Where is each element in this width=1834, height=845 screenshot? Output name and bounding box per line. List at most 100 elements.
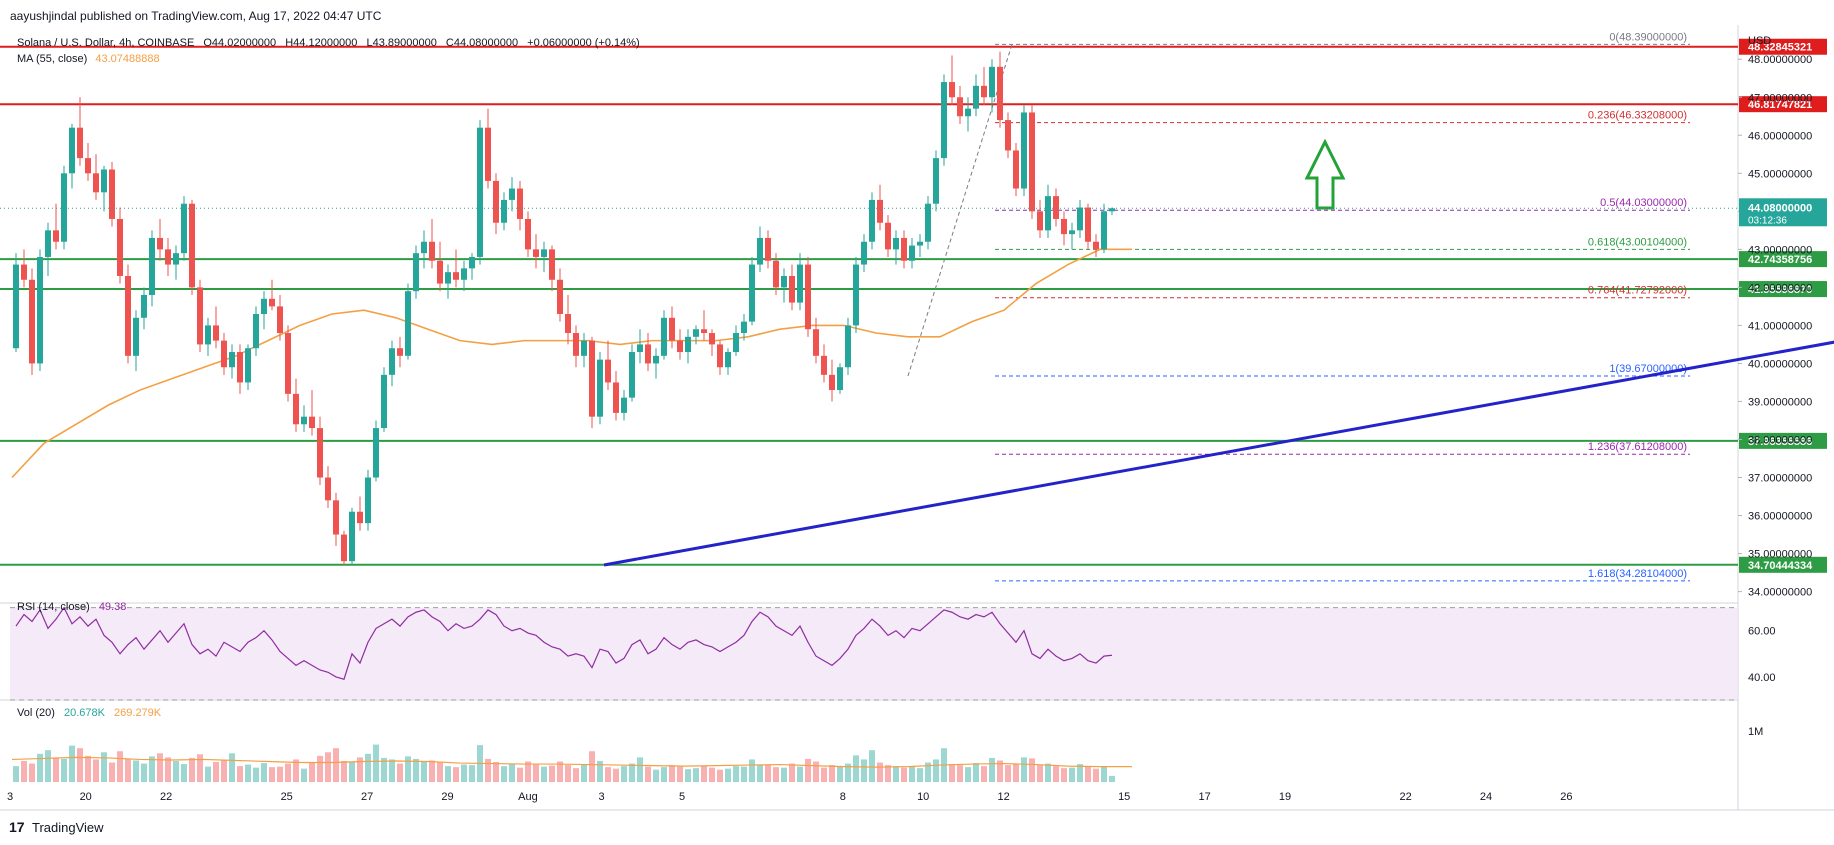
volume-bar (269, 767, 275, 782)
volume-pane[interactable] (11, 744, 1132, 782)
candle (61, 165, 67, 250)
time-tick-label: 19 (1279, 791, 1291, 803)
time-tick-label: 12 (997, 791, 1009, 803)
volume-bar (669, 765, 675, 782)
candle-body (733, 333, 739, 353)
candle (653, 348, 659, 379)
candle (237, 344, 243, 394)
candle (821, 344, 827, 383)
candle-body (157, 237, 163, 250)
candle-body (141, 294, 147, 318)
volume-bar (589, 751, 595, 782)
candle (245, 344, 251, 391)
candle-body (61, 173, 67, 242)
candle-body (989, 66, 995, 98)
candle-body (93, 173, 99, 193)
volume-bar (573, 768, 579, 782)
volume-bar (45, 750, 51, 782)
time-tick-label: 3 (7, 791, 13, 803)
candle (661, 310, 667, 360)
volume-bar (1053, 766, 1059, 782)
volume-bar (1077, 764, 1083, 782)
time-tick-label: Aug (518, 791, 538, 803)
candle-body (813, 329, 819, 356)
candle-body (781, 275, 787, 288)
candle (205, 317, 211, 356)
volume-bar (541, 766, 547, 782)
volume-bar (885, 765, 891, 782)
rsi-title: RSI (14, close) (17, 601, 90, 613)
candle (413, 245, 419, 299)
volume-bar (85, 755, 91, 782)
candle-body (37, 256, 43, 364)
rsi-line (15, 606, 1113, 680)
volume-bar (677, 766, 683, 782)
candle-body (829, 374, 835, 391)
time-tick-label: 29 (441, 791, 453, 803)
candle-body (325, 477, 331, 501)
candle-body (485, 127, 491, 181)
volume-bar (1069, 767, 1075, 782)
time-tick-label: 3 (599, 791, 605, 803)
candle (901, 230, 907, 269)
volume-bar (533, 764, 539, 782)
candle (1101, 203, 1107, 254)
moving-average-line (11, 248, 1132, 479)
rsi-pane[interactable] (10, 606, 1738, 701)
candle-body (797, 264, 803, 303)
candle (309, 390, 315, 436)
volume-bar (317, 755, 323, 782)
candle-body (237, 352, 243, 383)
candle (93, 154, 99, 200)
candle-body (469, 256, 475, 269)
volume-bar (141, 763, 147, 782)
candle-body (973, 85, 979, 109)
volume-bar (61, 758, 67, 782)
candle (1029, 104, 1035, 219)
candle (469, 253, 475, 280)
volume-bar (581, 764, 587, 782)
volume-bar (93, 759, 99, 782)
level-badge-label: 34.70444334 (1748, 560, 1813, 572)
candle (549, 245, 555, 292)
candle-body (861, 241, 867, 265)
volume-bar (237, 766, 243, 782)
candle-body (525, 218, 531, 250)
candle-body (1005, 120, 1011, 151)
price-axis[interactable]: 48.32845321 46.81747821 42.74358756 41.9559… (1738, 38, 1827, 738)
candle-body (1029, 112, 1035, 212)
volume-bar (909, 766, 915, 782)
candle-body (925, 203, 931, 242)
candle-body (45, 230, 51, 257)
candle (261, 291, 267, 330)
candle (29, 268, 35, 375)
candle-body (389, 348, 395, 375)
candle-body (317, 428, 323, 478)
candle (605, 340, 611, 391)
candle-body (629, 352, 635, 398)
candle-body (1069, 230, 1075, 235)
volume-bar (261, 763, 267, 782)
volume-bar (69, 745, 75, 782)
volume-bar (437, 762, 443, 782)
candle-body (117, 218, 123, 276)
candle (645, 333, 651, 372)
volume-bar (277, 766, 283, 782)
candle (781, 268, 787, 303)
candle-body (621, 397, 627, 413)
candle-body (277, 306, 283, 334)
price-pane[interactable]: 0(48.39000000) 0.236(46.33208000) 0.5(44.0… (0, 31, 1834, 582)
candle-body (365, 477, 371, 524)
volume-bar (157, 753, 163, 782)
volume-bar (1021, 757, 1027, 782)
time-axis[interactable]: 3 20 22 25 27 29 Aug 3 5 8 10 12 15 17 19 22 24 26 (7, 791, 1573, 803)
candle-body (85, 158, 91, 174)
candle-body (357, 511, 363, 524)
candle-body (573, 333, 579, 356)
candle (45, 222, 51, 276)
candle (989, 59, 995, 113)
candle (1021, 104, 1027, 197)
tradingview-logo[interactable]: 17 TradingView (9, 819, 104, 835)
candle (277, 294, 283, 341)
